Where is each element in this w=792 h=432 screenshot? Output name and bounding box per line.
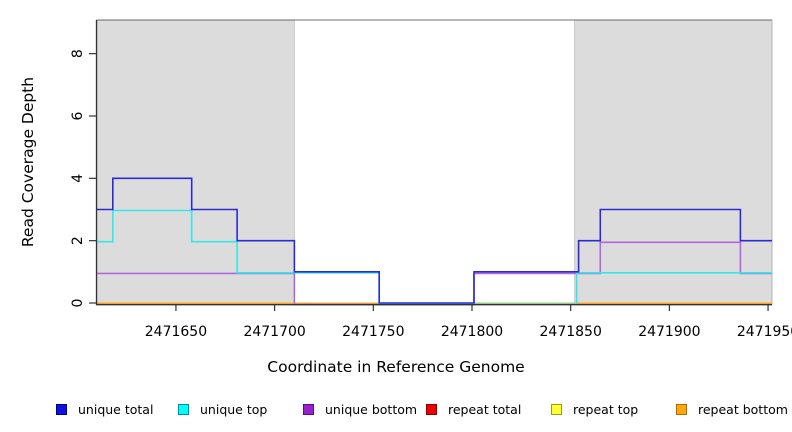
legend-label: repeat total [448,401,522,417]
y-axis-label: Read Coverage Depth [19,76,37,248]
x-tick-label: 2471750 [342,324,404,340]
legend-item-repeat-top: repeat top [551,399,638,419]
repeat-region-left [96,20,295,305]
series-line-unique-total [97,177,772,304]
y-tick-label: 8 [70,49,86,58]
y-tick-label: 0 [70,299,86,308]
series-line-unique-top [97,209,772,305]
x-tick-label: 2471900 [638,324,700,340]
legend-label: repeat bottom [698,401,788,417]
legend-swatch-icon [178,403,189,415]
x-tick-label: 2471850 [540,324,602,340]
x-tick-label: 2471650 [145,324,207,340]
legend-swatch-icon [56,403,67,415]
series-line-unique-bottom [97,241,772,306]
legend-swatch-icon [551,403,562,415]
y-tick-label: 4 [70,174,86,183]
legend-item-unique-top: unique top [178,399,267,419]
legend-item-unique-bottom: unique bottom [303,399,417,419]
legend-label: unique bottom [325,401,418,417]
x-tick-label: 2471800 [441,324,503,340]
legend-item-repeat-total: repeat total [426,399,521,419]
legend-item-repeat-bottom: repeat bottom [676,399,788,419]
legend-swatch-icon [676,403,687,415]
x-tick-label: 2471700 [243,324,305,340]
repeat-region-right [574,20,773,305]
legend-label: unique top [200,401,268,417]
y-tick-label: 2 [70,236,86,245]
legend-swatch-icon [426,403,437,415]
legend-item-unique-total: unique total [56,399,153,419]
legend-label: unique total [78,401,154,417]
x-axis-label: Coordinate in Reference Genome [267,358,525,376]
legend-swatch-icon [303,403,314,415]
legend-label: repeat top [573,401,639,417]
y-tick-label: 6 [70,111,86,120]
